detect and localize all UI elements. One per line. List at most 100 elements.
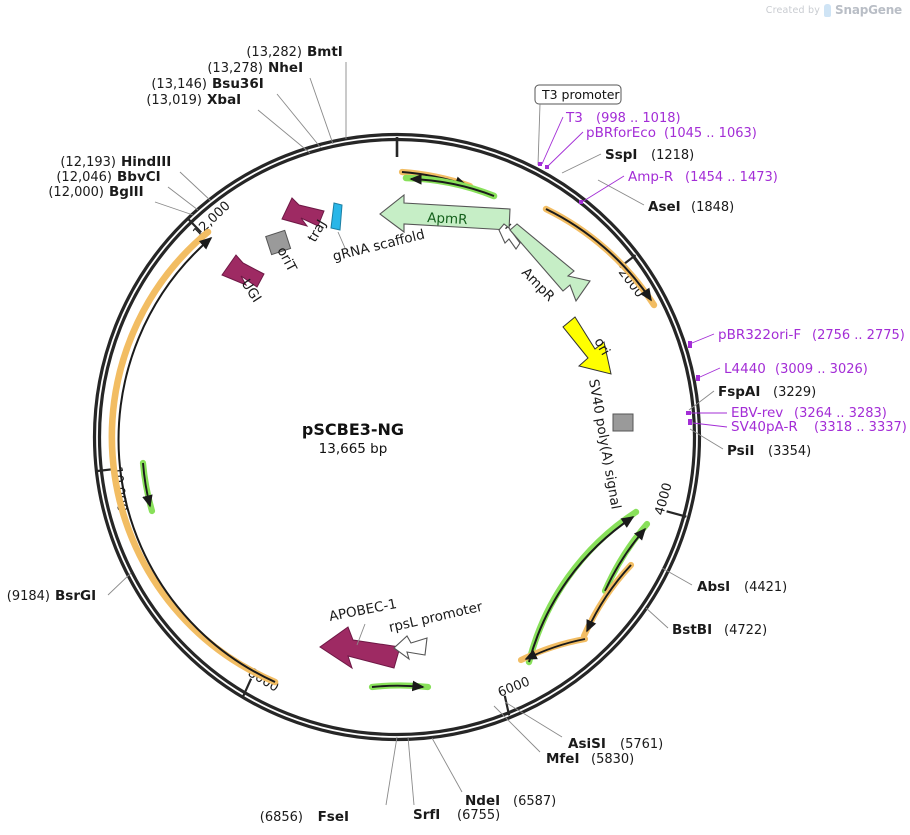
enzyme-name-absi: AbsI — [697, 579, 730, 595]
enzyme-name-psii: PsiI — [727, 443, 754, 459]
watermark-brand: SnapGene — [835, 3, 902, 17]
enzyme-cluster-top-left: (13,282) BmtI (13,278) NheI (13,146) Bsu… — [146, 44, 347, 154]
enzyme-site-psii[interactable]: PsiI (3354) — [689, 428, 811, 459]
enzyme-name-bmti: BmtI — [307, 44, 343, 60]
enzyme-name-bsrgi: BsrGI — [55, 588, 96, 604]
feature-shape-rpsl-promoter[interactable]: rpsL promoter — [387, 599, 484, 661]
primer-name-ampr: Amp-R — [628, 169, 673, 185]
primer-range-ebv-rev: (3264 .. 3283) — [794, 406, 887, 421]
enzyme-site-asisi[interactable]: AsiSI (5761) — [504, 701, 663, 752]
feature-shape-apmr[interactable]: ApmR — [379, 193, 511, 234]
enzyme-site-bglii[interactable]: (12,000) BglII — [48, 184, 194, 216]
enzyme-pos-ndei: (6587) — [513, 794, 556, 809]
enzyme-name-bsu36i: Bsu36I — [212, 76, 264, 92]
enzyme-site-mfei[interactable]: MfeI (5830) — [493, 705, 634, 767]
enzyme-site-srfi[interactable]: SrfI (6755) — [407, 736, 500, 823]
feature-shape-traj[interactable]: traJ — [281, 197, 330, 245]
feature-shape-apobec1[interactable]: APOBEC-1 — [319, 596, 401, 670]
feature-shape-ugi[interactable]: UGI — [221, 254, 265, 306]
enzyme-name-asei: AseI — [648, 199, 681, 215]
enzyme-name-fspai: FspAI — [718, 384, 760, 400]
enzyme-site-ndei[interactable]: NdeI (6587) — [431, 737, 556, 809]
primer-ebv-rev[interactable]: EBV-rev (3264 .. 3283) — [686, 405, 887, 421]
feature-label-sv40-polya: SV40 poly(A) signal — [585, 378, 624, 511]
enzyme-site-fspai[interactable]: FspAI (3229) — [688, 384, 816, 411]
primer-labels: T3 (998 .. 1018) pBRforEco (1045 .. 1063… — [538, 110, 907, 435]
primer-name-t3: T3 — [565, 110, 583, 126]
feature-shape-sv40-polya[interactable]: SV40 poly(A) signal — [585, 378, 634, 511]
primer-ampr[interactable]: Amp-R (1454 .. 1473) — [579, 169, 778, 204]
enzyme-name-ndei: NdeI — [465, 793, 500, 809]
feature-label-grna-scaffold: gRNA scaffold — [331, 227, 426, 265]
snapgene-watermark: Created by SnapGene — [766, 3, 902, 17]
enzyme-site-bbvci[interactable]: (12,046) BbvCI — [56, 169, 199, 211]
enzyme-name-xbai: XbaI — [207, 92, 241, 108]
enzyme-site-bsrgi[interactable]: (9184) BsrGI — [7, 572, 132, 604]
enzyme-name-hindiii: HindIII — [121, 154, 171, 170]
plasmid-title-group: pSCBE3-NG 13,665 bp — [302, 420, 404, 457]
feature-shape-orit[interactable]: oriT — [265, 229, 300, 275]
enzyme-pos-asisi: (5761) — [620, 737, 663, 752]
enzyme-pos-psii: (3354) — [768, 444, 811, 459]
orf-arcs — [108, 168, 658, 692]
enzyme-name-bbvci: BbvCI — [117, 169, 161, 185]
primer-t3[interactable]: T3 (998 .. 1018) — [538, 110, 681, 166]
enzyme-site-bmti[interactable]: (13,282) BmtI — [246, 44, 347, 139]
primer-name-pbrforeco: pBRforEco — [586, 125, 656, 141]
feature-label-apmr: ApmR — [427, 210, 468, 228]
primer-range-pbrforeco: (1045 .. 1063) — [664, 126, 757, 141]
tick-label-6000: 6000 — [496, 674, 532, 700]
enzyme-name-bstbi: BstBI — [672, 622, 712, 638]
enzyme-cluster-right: BstBI (4722) AbsI (4421) PsiI (3354) Fsp… — [561, 147, 816, 638]
primer-pbrforeco[interactable]: pBRforEco (1045 .. 1063) — [545, 125, 757, 169]
primer-sv40pa-r[interactable]: SV40pA-R (3318 .. 3337) — [688, 419, 907, 435]
enzyme-name-nhei: NheI — [268, 60, 303, 76]
enzyme-pos-mfei: (5830) — [591, 752, 634, 767]
enzyme-site-xbai[interactable]: (13,019) XbaI — [146, 92, 311, 154]
feature-shape-ampr[interactable]: AmpR — [504, 223, 591, 305]
feature-label-orit: oriT — [273, 244, 300, 275]
primer-name-pbr322ori-f: pBR322ori-F — [718, 327, 801, 343]
primer-pbr322ori-f[interactable]: pBR322ori-F (2756 .. 2775) — [688, 327, 905, 348]
feature-shape-t3-promoter[interactable]: T3 promoter — [534, 84, 622, 166]
primer-l4440[interactable]: L4440 (3009 .. 3026) — [696, 361, 868, 381]
enzyme-cluster-left: (12,193) HindIII (12,046) BbvCI (12,000)… — [7, 154, 212, 604]
enzyme-pos-bsrgi: (9184) — [7, 589, 50, 604]
enzyme-pos-fspai: (3229) — [773, 385, 816, 400]
primer-range-t3: (998 .. 1018) — [596, 111, 681, 126]
primer-name-l4440: L4440 — [724, 361, 766, 377]
feature-shape-ori[interactable]: ori — [562, 316, 613, 375]
enzyme-pos-sspi: (1218) — [651, 148, 694, 163]
enzyme-pos-nhei: (13,278) — [207, 61, 263, 76]
enzyme-pos-bsu36i: (13,146) — [151, 77, 207, 92]
primer-name-ebv-rev: EBV-rev — [731, 405, 783, 421]
enzyme-site-hindiii[interactable]: (12,193) HindIII — [60, 154, 212, 202]
enzyme-pos-bmti: (13,282) — [246, 45, 302, 60]
enzyme-site-bstbi[interactable]: BstBI (4722) — [645, 607, 767, 638]
enzyme-site-asei[interactable]: AseI (1848) — [597, 179, 734, 215]
enzyme-site-fsei[interactable]: (6856) FseI — [260, 736, 398, 825]
enzyme-site-absi[interactable]: AbsI (4421) — [661, 567, 787, 595]
primer-range-l4440: (3009 .. 3026) — [775, 362, 868, 377]
primer-name-sv40pa-r: SV40pA-R — [731, 419, 798, 435]
enzyme-site-sspi[interactable]: SspI (1218) — [561, 147, 694, 174]
enzyme-pos-hindiii: (12,193) — [60, 155, 116, 170]
watermark-prefix: Created by — [765, 4, 821, 16]
enzyme-pos-bglii: (12,000) — [48, 185, 104, 200]
enzyme-pos-bbvci: (12,046) — [56, 170, 112, 185]
enzyme-pos-bstbi: (4722) — [724, 623, 767, 638]
snapgene-logo-icon — [824, 3, 832, 17]
enzyme-site-bsu36i[interactable]: (13,146) Bsu36I — [151, 76, 322, 149]
primer-range-ampr: (1454 .. 1473) — [685, 170, 778, 185]
feature-shape-ampr-promoter[interactable] — [498, 223, 521, 250]
feature-label-rpsl-promoter: rpsL promoter — [387, 599, 484, 636]
enzyme-site-nhei[interactable]: (13,278) NheI — [207, 60, 334, 145]
enzyme-name-sspi: SspI — [605, 147, 637, 163]
enzyme-cluster-bottom: (6856) FseI SrfI (6755) NdeI (6587) MfeI… — [260, 701, 663, 825]
tick-4000: 4000 — [652, 481, 687, 518]
enzyme-name-fsei: FseI — [318, 809, 349, 825]
feature-label-t3-promoter: T3 promoter — [541, 87, 620, 102]
primer-range-pbr322ori-f: (2756 .. 2775) — [812, 328, 905, 343]
